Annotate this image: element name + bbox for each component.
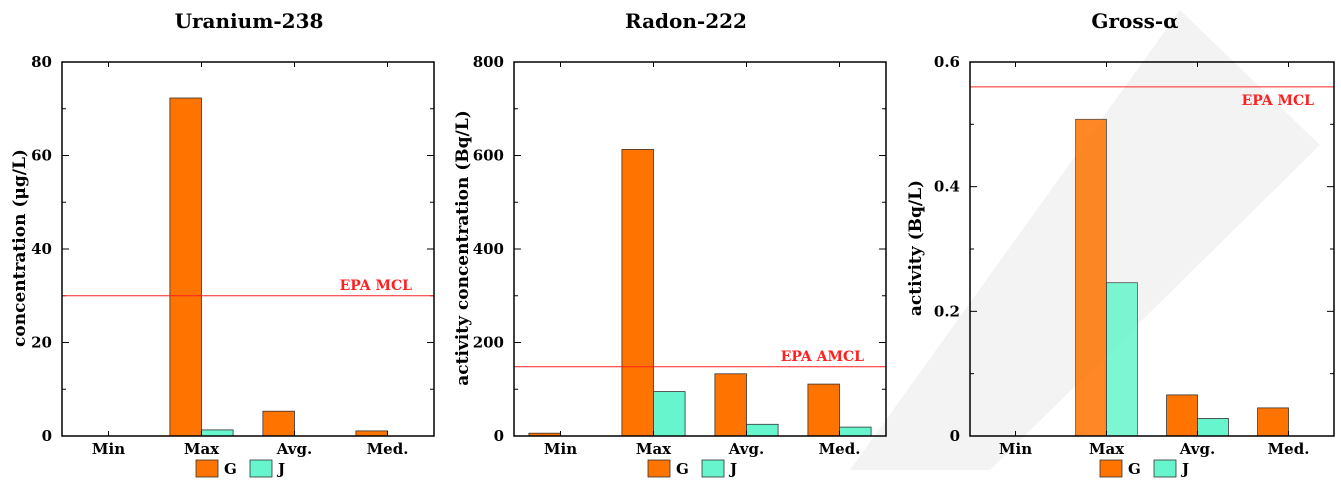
y-tick-label: 600 <box>473 147 504 165</box>
chart-panel-radon: Radon-222 activity concentration (Bq/L) … <box>453 9 887 478</box>
chart-panel-gross-alpha: Gross-α activity (Bq/L) Min Max Avg. Med. 0 0… <box>906 9 1335 478</box>
plot-frame <box>513 61 887 437</box>
legend-label-j: J <box>728 460 737 478</box>
x-tick-label: Med. <box>367 440 409 458</box>
x-tick-label: Med. <box>1268 440 1310 458</box>
plot-frame <box>969 61 1335 437</box>
x-tick-label: Min <box>999 440 1032 458</box>
plot-area: Min Max Avg. Med. 0 20 40 60 80 EPA MCL <box>31 53 435 458</box>
x-tick-label: Avg. <box>728 440 764 458</box>
y-tick-label: 20 <box>31 334 52 352</box>
y-tick-label: 400 <box>473 240 504 258</box>
y-tick-label: 0.4 <box>934 178 960 196</box>
plot-area: Min Max Avg. Med. 0 0.2 0.4 0.6 EPA MCL <box>934 53 1335 458</box>
y-tick-label: 0 <box>494 427 504 445</box>
x-tick-label: Max <box>184 440 220 458</box>
chart-title: Radon-222 <box>625 9 747 33</box>
x-tick-label: Max <box>636 440 672 458</box>
bar-g-med <box>807 383 840 437</box>
bar-g-max <box>621 148 654 437</box>
y-tick-label: 60 <box>31 147 52 165</box>
legend-swatch-j <box>701 459 725 478</box>
plot-area: Min Max Avg. Med. 0 200 400 600 800 EPA AMCL <box>473 53 887 458</box>
legend-label-g: G <box>676 460 689 478</box>
bar-j-avg <box>746 423 779 437</box>
reference-label: EPA MCL <box>1242 93 1315 109</box>
bar-g-med <box>1257 407 1289 437</box>
legend-label-j: J <box>1180 460 1189 478</box>
x-tick-label: Min <box>92 440 125 458</box>
bar-g-avg <box>262 410 295 437</box>
y-tick-label: 200 <box>473 334 504 352</box>
y-tick-label: 800 <box>473 53 504 71</box>
x-tick-label: Avg. <box>276 440 312 458</box>
x-tick-label: Min <box>544 440 577 458</box>
legend-swatch-g <box>195 459 219 478</box>
y-tick-label: 0 <box>950 427 960 445</box>
bar-g-avg <box>1166 394 1198 437</box>
legend-swatch-j <box>249 459 273 478</box>
bar-g-avg <box>714 373 747 437</box>
x-tick-label: Avg. <box>1179 440 1215 458</box>
y-axis-label: activity (Bq/L) <box>906 180 926 316</box>
legend-swatch-g <box>1099 459 1123 478</box>
legend-swatch-j <box>1153 459 1177 478</box>
bar-g-max <box>169 97 202 437</box>
y-tick-label: 80 <box>31 53 52 71</box>
reference-label: EPA AMCL <box>781 349 864 365</box>
bar-j-max <box>653 391 686 437</box>
bar-j-max <box>1106 282 1138 437</box>
y-axis-label: concentration (μg/L) <box>10 149 30 347</box>
y-tick-label: 0.2 <box>934 302 960 320</box>
chart-title: Gross-α <box>1091 9 1178 33</box>
chart-panel-uranium: Uranium-238 concentration (μg/L) Min Max A… <box>10 9 435 478</box>
bar-j-avg <box>1197 418 1229 437</box>
x-tick-label: Max <box>1089 440 1125 458</box>
legend-label-g: G <box>224 460 237 478</box>
y-tick-label: 0 <box>42 427 52 445</box>
reference-label: EPA MCL <box>340 278 413 294</box>
bar-j-max <box>201 429 234 437</box>
chart-title: Uranium-238 <box>175 9 324 33</box>
plot-frame <box>61 61 435 437</box>
bar-g-med <box>355 430 388 437</box>
bar-j-med <box>839 426 872 437</box>
bar-g-max <box>1075 118 1107 437</box>
y-tick-label: 40 <box>31 240 52 258</box>
legend-swatch-g <box>647 459 671 478</box>
legend-label-g: G <box>1128 460 1141 478</box>
x-tick-label: Med. <box>819 440 861 458</box>
legend-label-j: J <box>276 460 285 478</box>
y-tick-label: 0.6 <box>934 53 960 71</box>
y-axis-label: activity concentration (Bq/L) <box>453 110 473 386</box>
